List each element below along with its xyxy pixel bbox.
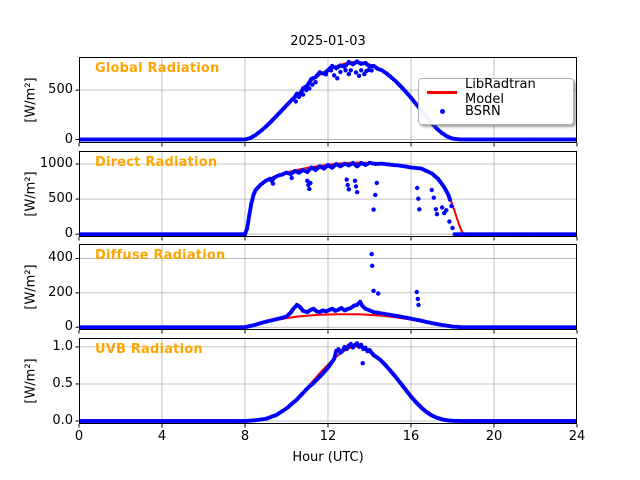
y-tick-label: 400 xyxy=(48,250,73,266)
x-tick-label: 20 xyxy=(485,429,503,444)
x-tick-label: 8 xyxy=(240,429,250,444)
annotation-uvb-radiation: UVB Radiation xyxy=(95,342,203,357)
y-tick-label: 0.5 xyxy=(52,375,73,391)
x-axis-label: Hour (UTC) xyxy=(292,450,364,465)
legend-label: LibRadtran Model xyxy=(465,77,536,107)
subplot-diffuse-radiation xyxy=(75,244,578,334)
x-tick-label: 16 xyxy=(402,429,420,444)
legend-entry-model: LibRadtran Model xyxy=(426,77,566,107)
y-tick-label: 500 xyxy=(48,82,73,98)
y-tick-label: 200 xyxy=(48,284,73,300)
annotation-direct-radiation: Direct Radiation xyxy=(95,155,218,170)
legend-sample xyxy=(426,108,458,114)
legend-sample xyxy=(426,90,458,94)
plot-area-global-radiation xyxy=(75,57,578,147)
legend-label: BSRN xyxy=(465,103,501,119)
subplot-global-radiation xyxy=(75,57,578,147)
plot-area-direct-radiation xyxy=(75,151,578,241)
bsrn-dot-icon xyxy=(439,108,445,114)
figure-title: 2025-01-03 xyxy=(290,34,366,49)
plot-area-diffuse-radiation xyxy=(75,244,578,334)
y-tick-label: 0 xyxy=(64,131,73,147)
plot-area-uvb-radiation xyxy=(75,338,578,428)
y-tick-label: 0 xyxy=(64,226,73,242)
y-tick-label: 1000 xyxy=(39,155,73,171)
subplot-uvb-radiation xyxy=(75,338,578,428)
legend-entry-bsrn: BSRN xyxy=(426,102,566,120)
y-tick-label: 0.0 xyxy=(52,413,73,429)
x-tick-label: 4 xyxy=(157,429,167,444)
x-tick-label: 24 xyxy=(568,429,586,444)
x-tick-label: 12 xyxy=(319,429,337,444)
y-tick-label: 500 xyxy=(48,191,73,207)
x-tick-label: 0 xyxy=(74,429,84,444)
legend: LibRadtran Model BSRN xyxy=(418,77,574,125)
subplot-direct-radiation xyxy=(75,151,578,241)
y-tick-label: 1.0 xyxy=(52,338,73,354)
model-line-icon xyxy=(427,90,457,94)
annotation-diffuse-radiation: Diffuse Radiation xyxy=(95,248,226,263)
y-tick-label: 0 xyxy=(64,319,73,335)
annotation-global-radiation: Global Radiation xyxy=(95,61,220,76)
